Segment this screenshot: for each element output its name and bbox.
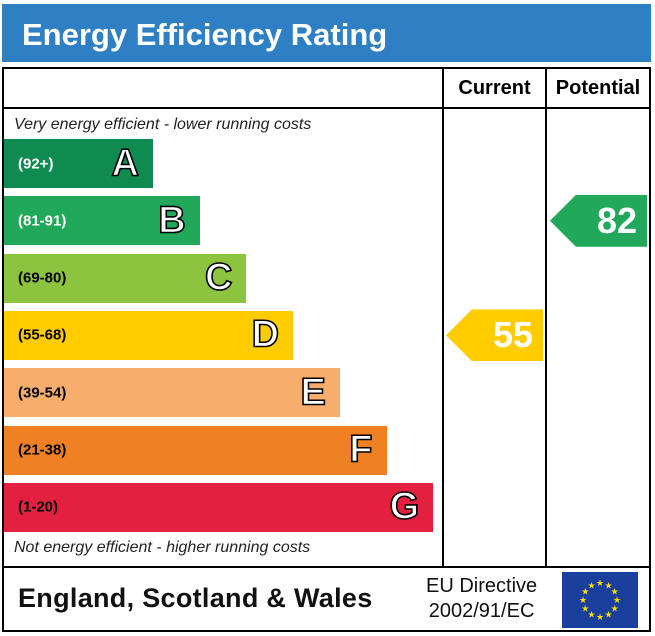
band-range-b: (81-91) — [18, 212, 67, 230]
bottom-note: Not energy efficient - higher running co… — [14, 539, 311, 556]
band-letter-g: G — [389, 485, 420, 529]
eu-directive: EU Directive 2002/91/EC — [426, 574, 537, 624]
band-range-d: (55-68) — [18, 326, 67, 344]
eu-flag-star: ★ — [581, 604, 589, 614]
band-b: (81-91) B — [4, 196, 200, 246]
band-g: (1-20) G — [4, 482, 434, 532]
eu-flag-star: ★ — [613, 595, 621, 605]
band-range-e: (39-54) — [18, 384, 67, 402]
current-column-divider — [442, 67, 444, 568]
band-range-g: (1-20) — [18, 498, 59, 516]
potential-rating-value: 82 — [596, 199, 637, 241]
potential-column-divider — [545, 67, 547, 568]
band-e: (39-54) E — [4, 368, 340, 418]
current-rating-value: 55 — [492, 314, 533, 356]
footer-divider — [2, 566, 651, 568]
band-letter-a: A — [111, 141, 140, 185]
eu-flag-star: ★ — [579, 595, 587, 605]
potential-column-header: Potential — [555, 77, 641, 99]
band-letter-b: B — [157, 198, 186, 242]
band-letter-f: F — [348, 428, 373, 472]
band-letter-c: C — [204, 256, 233, 300]
directive-line-2: 2002/91/EC — [428, 600, 535, 622]
title-bar: Energy Efficiency Rating — [2, 4, 651, 62]
header-divider — [2, 107, 651, 109]
directive-line-1: EU Directive — [426, 575, 538, 597]
band-f: (21-38) F — [4, 425, 387, 475]
eu-flag-star: ★ — [587, 610, 595, 620]
eu-flag-star: ★ — [596, 612, 604, 622]
band-letter-d: D — [251, 313, 280, 357]
eu-flag-star: ★ — [611, 587, 619, 597]
band-c: (69-80) C — [4, 253, 247, 303]
current-column-header: Current — [458, 77, 531, 99]
band-range-f: (21-38) — [18, 441, 67, 459]
current-rating-pointer: 55 — [446, 309, 543, 362]
top-note: Very energy efficient - lower running co… — [14, 116, 312, 133]
eu-flag-star: ★ — [581, 587, 589, 597]
eu-flag-icon: ★ ★ ★ ★ ★ ★ ★ ★ ★ ★ ★ ★ — [562, 572, 638, 628]
eu-flag-star: ★ — [587, 580, 595, 590]
eu-flag-star: ★ — [596, 578, 604, 588]
band-range-a: (92+) — [18, 155, 54, 172]
footer-region: England, Scotland & Wales — [18, 583, 373, 613]
chart-title: Energy Efficiency Rating — [22, 17, 388, 52]
band-letter-e: E — [300, 370, 327, 414]
band-a: (92+) A — [4, 139, 153, 188]
eu-flag-star: ★ — [604, 610, 612, 620]
band-d: (55-68) D — [4, 310, 294, 360]
band-range-c: (69-80) — [18, 269, 67, 287]
eu-flag-star: ★ — [604, 580, 612, 590]
rating-frame — [2, 67, 651, 632]
eu-flag-star: ★ — [611, 604, 619, 614]
